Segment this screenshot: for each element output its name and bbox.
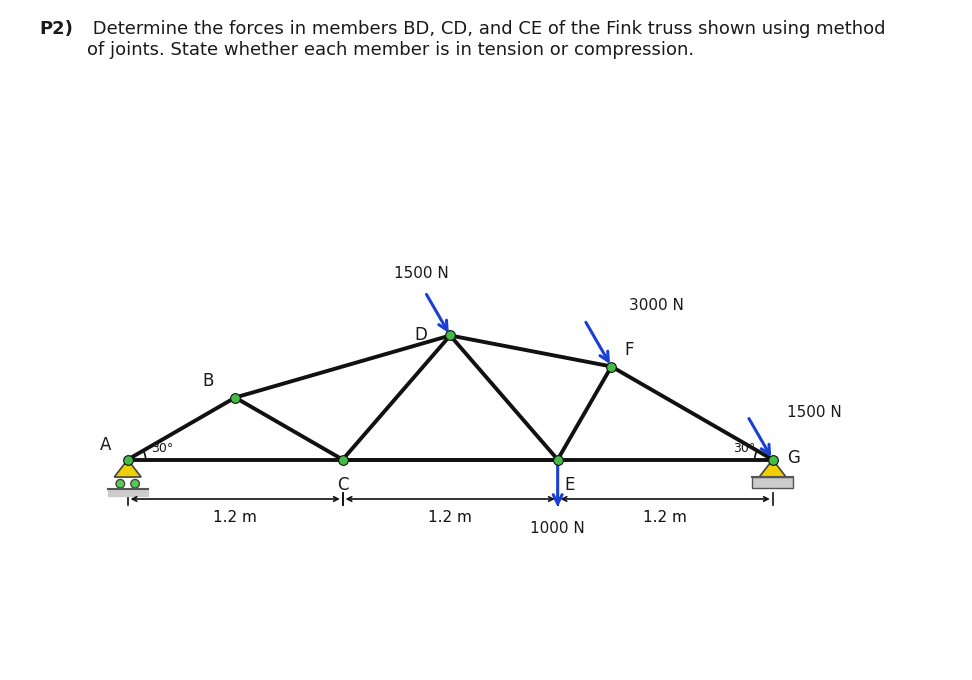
Polygon shape (752, 477, 793, 488)
Text: B: B (202, 373, 214, 390)
Text: 1500 N: 1500 N (394, 267, 449, 282)
Polygon shape (759, 460, 786, 477)
Text: F: F (624, 341, 634, 359)
Text: 1.2 m: 1.2 m (213, 510, 258, 525)
Text: 1.2 m: 1.2 m (643, 510, 687, 525)
Text: 1.2 m: 1.2 m (429, 510, 472, 525)
Text: 3000 N: 3000 N (629, 298, 684, 313)
Text: 1500 N: 1500 N (787, 405, 842, 420)
Text: G: G (787, 449, 800, 466)
Text: 1000 N: 1000 N (531, 520, 585, 536)
Text: 30°: 30° (733, 442, 755, 455)
Text: A: A (100, 436, 112, 454)
Text: E: E (565, 476, 575, 494)
Text: Determine the forces in members BD, CD, and CE of the Fink truss shown using met: Determine the forces in members BD, CD, … (87, 20, 886, 59)
Circle shape (116, 479, 124, 488)
Text: P2): P2) (39, 20, 73, 38)
Text: 30°: 30° (151, 442, 173, 455)
Text: C: C (337, 476, 348, 494)
Text: D: D (414, 326, 427, 345)
Polygon shape (115, 460, 141, 477)
Circle shape (131, 479, 139, 488)
